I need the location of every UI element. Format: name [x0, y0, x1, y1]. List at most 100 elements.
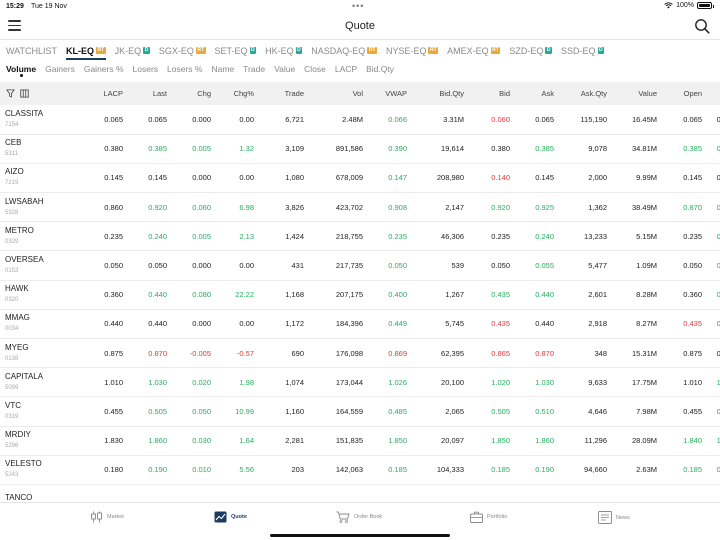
table-row[interactable]: LWSABAH 5328 0.860 0.920 0.060 6.98 3,826 423,7… [0, 193, 720, 222]
stock-name-cell[interactable]: MYEG 0138 [0, 339, 64, 368]
market-tab-set-eq[interactable]: SET-EQ D [215, 41, 257, 60]
column-header-bid[interactable]: Bid [499, 89, 510, 98]
sort-tab-lacp[interactable]: LACP [334, 64, 358, 74]
cell-last: 0.920 [148, 202, 167, 212]
table-row[interactable]: MYEG 0138 0.875 0.870 -0.005 -0.57 690 176,098 0… [0, 339, 720, 368]
column-header-chg[interactable]: Chg [197, 89, 211, 98]
search-icon[interactable] [694, 18, 710, 34]
column-header-ask-qty[interactable]: Ask.Qty [580, 89, 607, 98]
cell-value [612, 484, 662, 502]
column-settings-icon[interactable] [20, 89, 29, 98]
cell-open: 0.435 [683, 319, 702, 329]
sort-tab-name[interactable]: Name [211, 64, 235, 74]
table-row[interactable]: METRO 0329 0.235 0.240 0.005 2.13 1,424 218,755… [0, 222, 720, 251]
column-header-lacp[interactable]: LACP [103, 89, 123, 98]
sort-tab-gainers[interactable]: Gainers [45, 64, 75, 74]
filter-icon[interactable] [6, 89, 15, 98]
column-header-ask[interactable]: Ask [541, 89, 554, 98]
table-row[interactable]: HAWK 0320 0.360 0.440 0.080 22.22 1,168 207,175… [0, 280, 720, 310]
market-tab-szd-eq[interactable]: SZD-EQ D [509, 41, 552, 60]
table-row[interactable]: VTC 0319 0.455 0.505 0.050 10.99 1,160 164,559 0… [0, 397, 720, 427]
table-row[interactable]: CLASSITA 7154 0.065 0.065 0.000 0.00 6,721 2.48… [0, 105, 720, 135]
table-row[interactable]: AIZO 7219 0.145 0.145 0.000 0.00 1,080 678,009 0… [0, 163, 720, 193]
cell-ask: 0.510 [535, 406, 554, 416]
market-tab-jk-eq[interactable]: JK-EQ D [115, 41, 150, 60]
market-tab-label: NASDAQ-EQ [311, 45, 366, 56]
stock-name-cell[interactable]: METRO 0329 [0, 222, 64, 251]
table-row[interactable]: VELESTO 5243 0.180 0.190 0.010 5.56 203 142,063… [0, 455, 720, 485]
cell-vwap: 0.908 [388, 202, 407, 212]
cell-chgp: 10.99 [235, 406, 254, 416]
quote-table-container[interactable]: LACP Last Chg Chg% Trade Vol VWAP Bid.Qty Bid Ask… [0, 82, 720, 502]
column-header-last[interactable]: Last [152, 89, 167, 98]
column-header-vol[interactable]: Vol [352, 89, 363, 98]
stock-name-cell[interactable]: CLASSITA 7154 [0, 105, 64, 134]
stock-name-cell[interactable]: OVERSEA 0153 [0, 251, 64, 280]
column-header-trade[interactable]: Trade [284, 89, 304, 98]
sort-tab-volume[interactable]: Volume [6, 60, 36, 78]
market-tab-watchlist[interactable]: WATCHLIST [6, 41, 57, 60]
market-tab-sgx-eq[interactable]: SGX-EQ RT [159, 41, 206, 60]
market-tab-nyse-eq[interactable]: NYSE-EQ RT [386, 41, 439, 60]
sort-tab-bid-qty[interactable]: Bid.Qty [366, 64, 394, 74]
market-tab-label: KL-EQ [66, 45, 94, 56]
cell-last: 0.190 [148, 465, 167, 475]
cell-lacp: 0.180 [104, 465, 123, 475]
cell-trade: 3,109 [285, 144, 304, 154]
table-row[interactable]: MMAG 0034 0.440 0.440 0.000 0.00 1,172 184,396 0… [0, 309, 720, 339]
tab-portfolio[interactable]: Portfolio [470, 511, 507, 523]
market-tabs: WATCHLIST KL-EQ RT JK-EQ D SGX-EQ RT SET-EQ D HK-… [0, 41, 720, 60]
stock-name-cell[interactable]: LWSABAH 5328 [0, 193, 64, 222]
table-row[interactable]: TANCO [0, 484, 720, 502]
sort-tab-gainers[interactable]: Gainers % [83, 64, 124, 74]
table-row[interactable]: CEB 5311 0.380 0.385 0.005 1.32 3,109 891,586 0.… [0, 134, 720, 164]
column-header-bid-qty[interactable]: Bid.Qty [439, 89, 464, 98]
tab-market[interactable]: Market [90, 511, 124, 523]
tab-news[interactable]: News [598, 511, 630, 524]
sort-tab-losers[interactable]: Losers [132, 64, 159, 74]
market-tab-hk-eq[interactable]: HK-EQ D [265, 41, 303, 60]
tab-quote[interactable]: Quote [214, 511, 247, 523]
tab-order-book[interactable]: Order Book [336, 511, 382, 523]
cell-ask [515, 484, 559, 502]
stock-name-cell[interactable]: TANCO [0, 484, 64, 502]
table-row[interactable]: OVERSEA 0153 0.050 0.050 0.000 0.00 431 217,735… [0, 251, 720, 281]
stock-name-cell[interactable]: CAPITALA 5099 [0, 368, 64, 397]
stock-name-cell[interactable]: HAWK 0320 [0, 280, 64, 309]
sort-tab-trade[interactable]: Trade [243, 64, 266, 74]
market-tab-amex-eq[interactable]: AMEX-EQ RT [447, 41, 501, 60]
sort-tab-value[interactable]: Value [274, 64, 296, 74]
market-tab-ssd-eq[interactable]: SSD-EQ D [561, 41, 605, 60]
table-row[interactable]: MRDIY 5296 1.830 1.860 0.030 1.64 2,281 151,835… [0, 426, 720, 456]
home-indicator[interactable] [270, 534, 450, 537]
column-header-hi[interactable]: Hi [707, 82, 720, 105]
cell-hi [707, 484, 720, 502]
market-status-badge: D [295, 47, 303, 54]
column-header-chg[interactable]: Chg% [233, 89, 254, 98]
cell-chgp: -0.57 [236, 348, 254, 358]
stock-name-cell[interactable]: CEB 5311 [0, 134, 64, 163]
cell-value: 8.27M [636, 319, 657, 329]
column-header-vwap[interactable]: VWAP [385, 89, 407, 98]
cell-vol: 217,735 [335, 261, 363, 271]
market-tab-kl-eq[interactable]: KL-EQ RT [66, 41, 106, 60]
sort-tab-close[interactable]: Close [304, 64, 326, 74]
cell-value: 28.09M [631, 436, 657, 446]
cell-value: 17.75M [631, 377, 657, 387]
table-row[interactable]: CAPITALA 5099 1.010 1.030 0.020 1.98 1,074 173,… [0, 368, 720, 397]
stock-name-cell[interactable]: VTC 0319 [0, 397, 64, 426]
stock-name-cell[interactable]: AIZO 7219 [0, 163, 64, 192]
stock-name-cell[interactable]: MMAG 0034 [0, 309, 64, 338]
multitasking-dots-icon[interactable]: ••• [352, 1, 365, 11]
stock-name-cell[interactable]: MRDIY 5296 [0, 426, 64, 455]
hamburger-menu-icon[interactable] [8, 20, 21, 32]
cell-chg: 0.060 [192, 202, 211, 212]
cell-vwap [368, 484, 412, 502]
column-header-open[interactable]: Open [683, 89, 702, 98]
stock-name-cell[interactable]: VELESTO 5243 [0, 455, 64, 484]
cell-bid: 0.435 [491, 319, 510, 329]
cell-bidqty: 19,614 [441, 144, 464, 154]
market-tab-nasdaq-eq[interactable]: NASDAQ-EQ RT [311, 41, 377, 60]
sort-tab-losers[interactable]: Losers % [167, 64, 203, 74]
column-header-value[interactable]: Value [638, 89, 657, 98]
